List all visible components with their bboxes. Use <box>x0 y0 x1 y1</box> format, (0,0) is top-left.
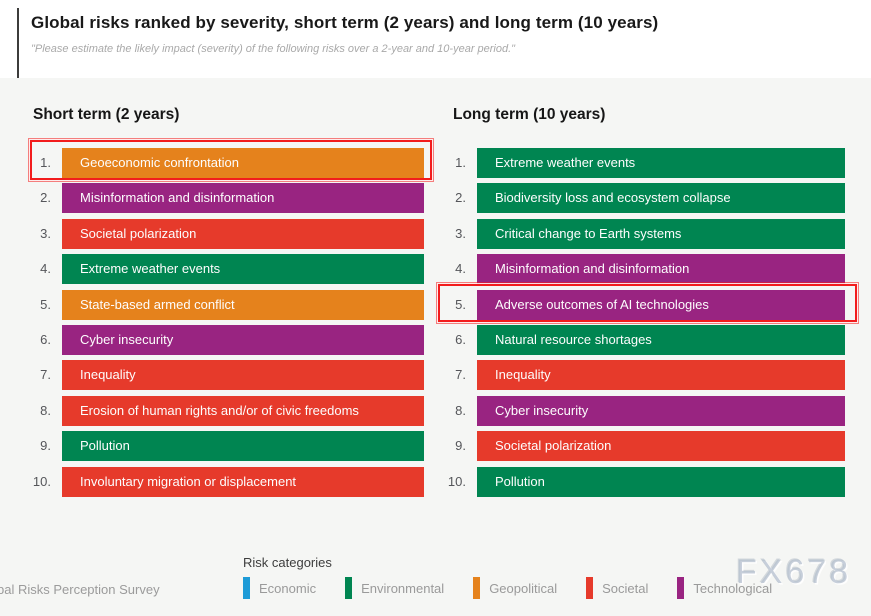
risk-row: 5. State-based armed conflict <box>0 289 435 320</box>
risk-row: 2. Misinformation and disinformation <box>0 183 435 214</box>
legend-color-swatch <box>586 577 594 599</box>
legend-item: Technological <box>677 577 772 599</box>
legend-item-label: Geopolitical <box>489 580 558 596</box>
risk-row: 7. Inequality <box>0 360 435 391</box>
risk-bar: Erosion of human rights and/or of civic … <box>62 395 424 426</box>
risk-row: 10. Involuntary migration or displacemen… <box>0 466 435 497</box>
legend-item-label: Technological <box>693 580 773 596</box>
risk-bar: Extreme weather events <box>62 254 424 285</box>
risk-categories-legend: Risk categories Economic Environmental G… <box>243 555 772 599</box>
risk-rank: 10. <box>32 473 51 489</box>
risk-row: 1. Extreme weather events <box>415 148 865 178</box>
risk-row: 3. Societal polarization <box>0 218 435 249</box>
risk-rank: 9. <box>40 438 51 454</box>
risk-rank: 6. <box>40 331 51 347</box>
risk-rank: 8. <box>455 402 466 418</box>
risk-bar: Extreme weather events <box>477 148 845 178</box>
risk-rank: 3. <box>40 225 51 241</box>
legend-color-swatch <box>243 577 250 599</box>
figure-subtitle: "Please estimate the likely impact (seve… <box>31 43 516 55</box>
legend-color-swatch <box>473 577 481 599</box>
source-text-clipped: bal Risks Perception Survey <box>0 582 160 597</box>
legend-item-label: Environmental <box>361 580 445 596</box>
risk-rank: 5. <box>40 296 51 312</box>
risk-bar: Critical change to Earth systems <box>477 218 845 249</box>
risk-rank: 9. <box>455 438 466 454</box>
risk-row: 1. Geoeconomic confrontation <box>0 148 435 178</box>
risk-rank: 1. <box>40 155 51 170</box>
risk-row: 8. Erosion of human rights and/or of civ… <box>0 395 435 426</box>
legend-color-swatch <box>345 577 353 599</box>
risk-bar: Natural resource shortages <box>477 324 845 355</box>
risk-row: 3. Critical change to Earth systems <box>415 218 865 249</box>
risk-bar: Cyber insecurity <box>477 395 845 426</box>
legend-item-label: Societal <box>602 580 649 596</box>
risk-rank: 2. <box>40 190 51 206</box>
legend-item: Environmental <box>345 577 444 599</box>
risk-rank: 4. <box>40 261 51 277</box>
header-accent-line <box>17 8 19 78</box>
fx678-watermark: FX678 <box>736 553 852 591</box>
risk-bar: Pollution <box>62 431 424 462</box>
risk-bar: Misinformation and disinformation <box>477 254 845 285</box>
risk-rank: 8. <box>40 402 51 418</box>
risk-row: 6. Natural resource shortages <box>415 324 865 355</box>
legend-item: Geopolitical <box>473 577 557 599</box>
risk-row: 9. Societal polarization <box>415 431 865 462</box>
risk-rank: 7. <box>455 367 466 383</box>
risk-row: 7. Inequality <box>415 360 865 391</box>
risk-rank: 5. <box>455 296 466 312</box>
risk-bar: Adverse outcomes of AI technologies <box>477 289 845 320</box>
figure-title: Global risks ranked by severity, short t… <box>31 13 659 32</box>
legend-title: Risk categories <box>243 555 332 570</box>
legend-color-swatch <box>677 577 685 599</box>
risk-bar: Cyber insecurity <box>62 324 424 355</box>
risk-bar: Societal polarization <box>477 431 845 462</box>
risk-bar: Pollution <box>477 466 845 497</box>
risk-rank: 10. <box>447 473 466 489</box>
risk-rank: 6. <box>455 331 466 347</box>
risk-bar: Societal polarization <box>62 218 424 249</box>
long-term-column: Long term (10 years) 1. Extreme weather … <box>415 106 865 497</box>
risk-bar: Misinformation and disinformation <box>62 183 424 214</box>
risk-rank: 4. <box>455 261 466 277</box>
legend-item: Economic <box>243 577 316 599</box>
long-term-heading: Long term (10 years) <box>453 106 606 123</box>
legend-item: Societal <box>586 577 648 599</box>
long-term-rows: 1. Extreme weather events 2. Biodiversit… <box>415 148 865 502</box>
risk-row: 8. Cyber insecurity <box>415 395 865 426</box>
legend-items: Economic Environmental Geopolitical Soci… <box>243 577 772 599</box>
risk-bar: Biodiversity loss and ecosystem collapse <box>477 183 845 214</box>
risk-rank: 7. <box>40 367 51 383</box>
legend-item-label: Economic <box>259 580 317 596</box>
risk-row: 6. Cyber insecurity <box>0 324 435 355</box>
risk-bar: Inequality <box>477 360 845 391</box>
risk-bar: Inequality <box>62 360 424 391</box>
risk-rank: 3. <box>455 225 466 241</box>
short-term-column: Short term (2 years) 1. Geoeconomic conf… <box>0 106 435 497</box>
risk-row: 4. Extreme weather events <box>0 254 435 285</box>
risk-row: 9. Pollution <box>0 431 435 462</box>
short-term-heading: Short term (2 years) <box>33 106 180 123</box>
risk-row: 4. Misinformation and disinformation <box>415 254 865 285</box>
risk-bar: Involuntary migration or displacement <box>62 466 424 497</box>
risk-bar: State-based armed conflict <box>62 289 424 320</box>
risk-row: 5. Adverse outcomes of AI technologies <box>415 289 865 320</box>
risk-rank: 2. <box>455 190 466 206</box>
risk-row: 10. Pollution <box>415 466 865 497</box>
risk-rank: 1. <box>455 155 466 170</box>
risk-row: 2. Biodiversity loss and ecosystem colla… <box>415 183 865 214</box>
risk-bar: Geoeconomic confrontation <box>62 148 424 178</box>
short-term-rows: 1. Geoeconomic confrontation 2. Misinfor… <box>0 148 435 502</box>
